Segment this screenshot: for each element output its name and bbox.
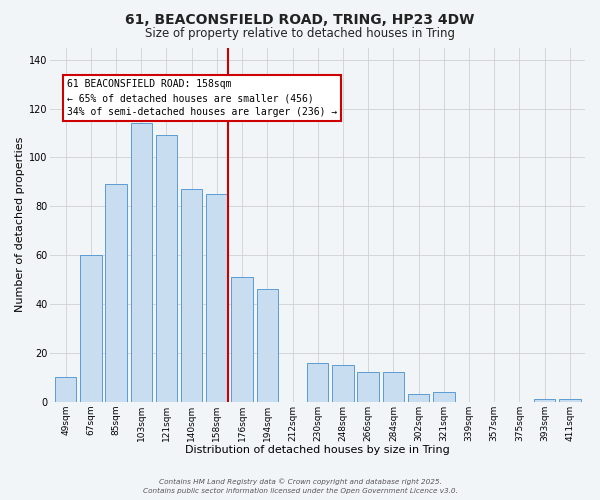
Bar xyxy=(55,378,76,402)
Bar xyxy=(534,399,556,402)
Bar xyxy=(358,372,379,402)
Bar xyxy=(559,399,581,402)
Bar xyxy=(181,189,202,402)
Bar xyxy=(232,277,253,402)
Bar xyxy=(433,392,455,402)
Text: Size of property relative to detached houses in Tring: Size of property relative to detached ho… xyxy=(145,28,455,40)
Bar xyxy=(156,136,177,402)
Bar xyxy=(105,184,127,402)
Bar xyxy=(307,362,328,402)
Bar xyxy=(80,255,101,402)
Bar xyxy=(383,372,404,402)
Bar xyxy=(206,194,227,402)
Y-axis label: Number of detached properties: Number of detached properties xyxy=(15,137,25,312)
Text: 61, BEACONSFIELD ROAD, TRING, HP23 4DW: 61, BEACONSFIELD ROAD, TRING, HP23 4DW xyxy=(125,12,475,26)
X-axis label: Distribution of detached houses by size in Tring: Distribution of detached houses by size … xyxy=(185,445,450,455)
Bar xyxy=(257,290,278,402)
Text: 61 BEACONSFIELD ROAD: 158sqm
← 65% of detached houses are smaller (456)
34% of s: 61 BEACONSFIELD ROAD: 158sqm ← 65% of de… xyxy=(67,80,337,118)
Bar xyxy=(408,394,429,402)
Text: Contains HM Land Registry data © Crown copyright and database right 2025.
Contai: Contains HM Land Registry data © Crown c… xyxy=(143,478,457,494)
Bar xyxy=(332,365,353,402)
Bar xyxy=(131,123,152,402)
